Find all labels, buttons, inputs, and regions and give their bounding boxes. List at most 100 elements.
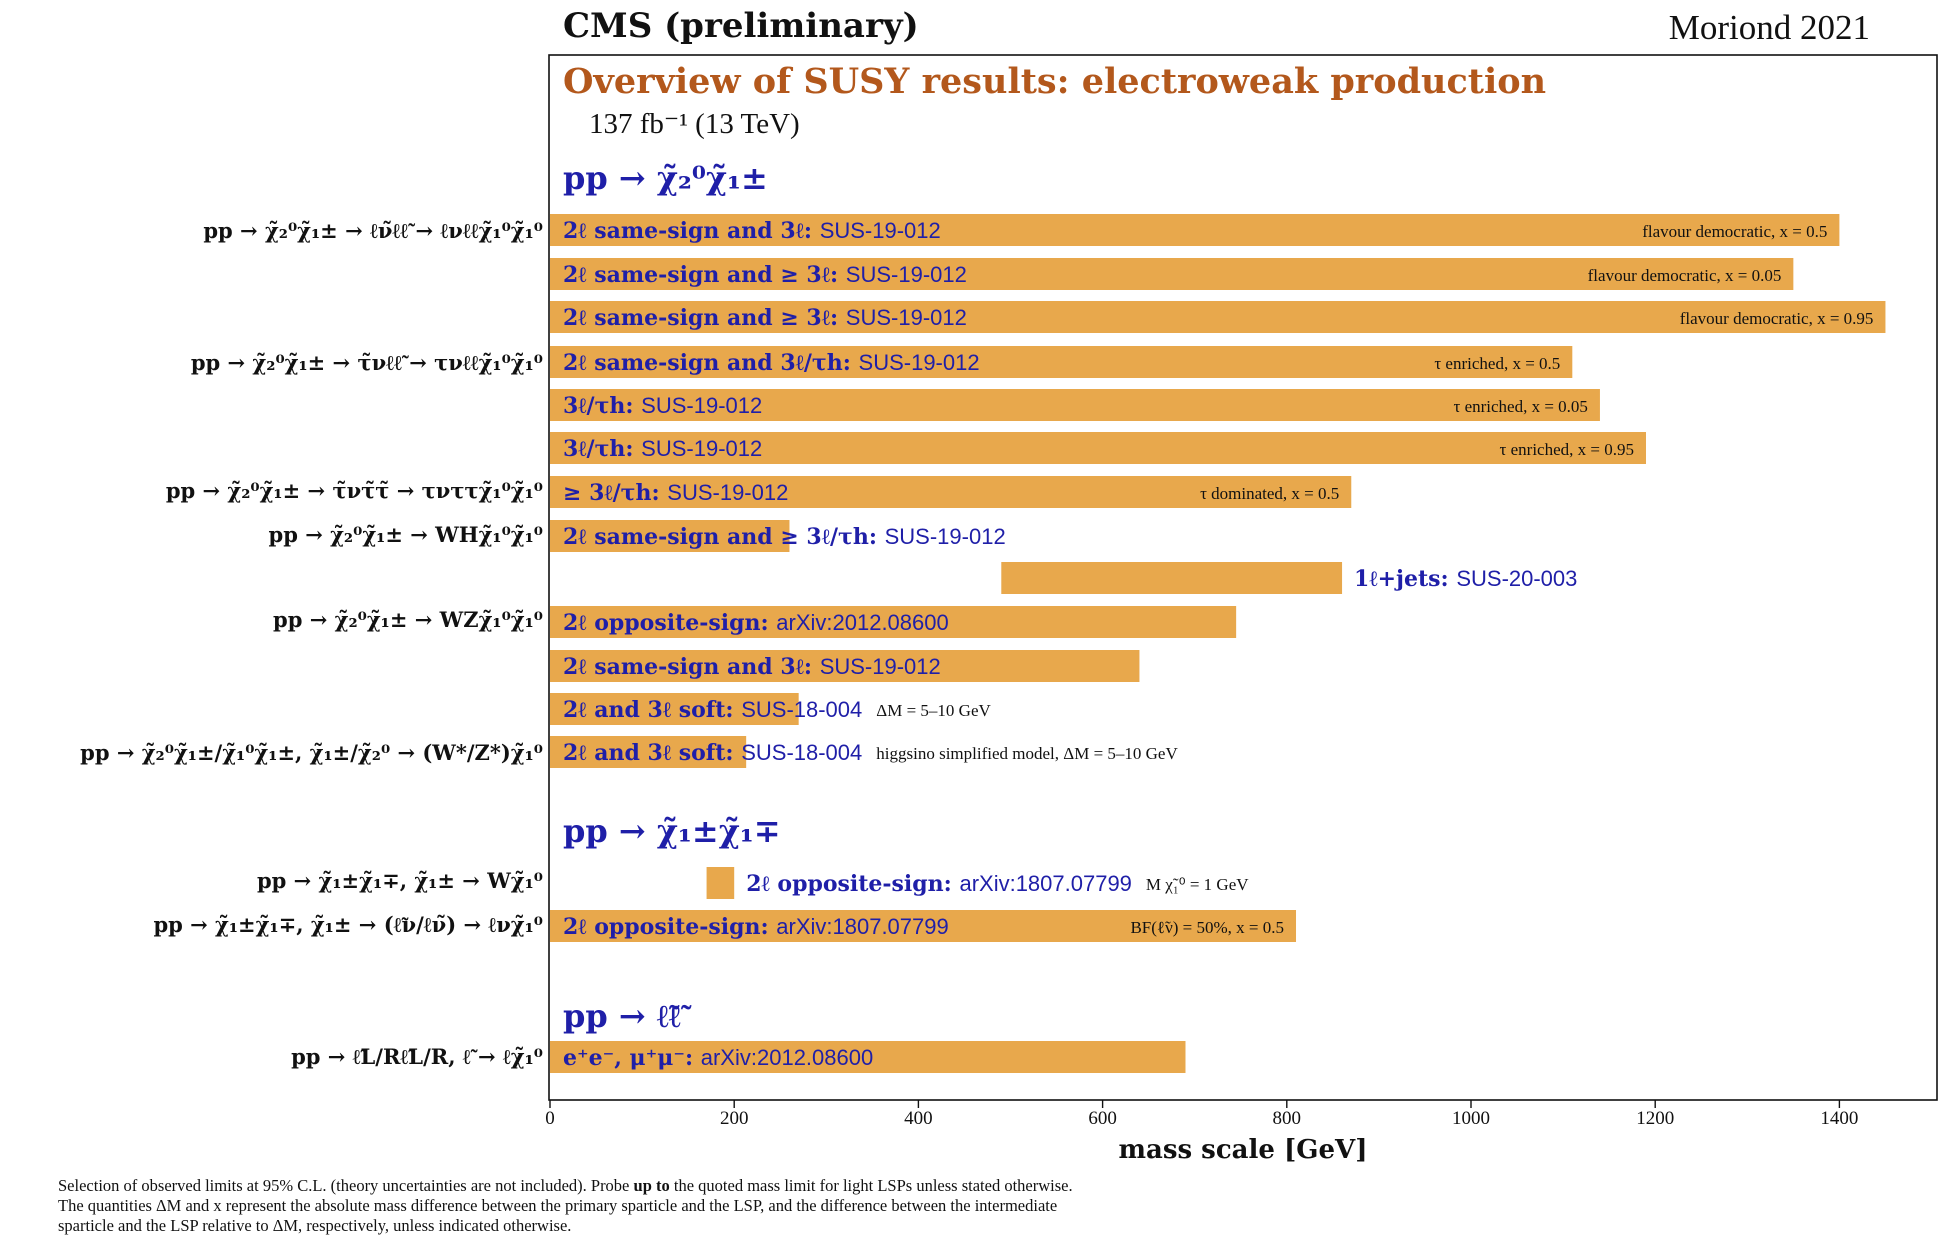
bar-label-analysis-id: SUS-19-012 <box>846 262 967 287</box>
limit-bar <box>550 910 1297 942</box>
bar-label-analysis-type: 2ℓ and 3ℓ soft: <box>563 740 741 766</box>
section-header: pp → ℓ̃ℓ̃ <box>563 997 692 1035</box>
x-tick-label: 0 <box>545 1108 555 1129</box>
limit-bar <box>550 301 1886 333</box>
bar-label: 2ℓ same-sign and ≥ 3ℓ/τh: SUS-19-012 <box>563 524 1006 550</box>
footnote: Selection of observed limits at 95% C.L.… <box>58 1176 1898 1236</box>
bar-label-analysis-id: SUS-19-012 <box>859 350 980 375</box>
process-label: pp → χ̃₂⁰χ̃₁± → τ̃νℓℓ̃ → τνℓℓχ̃₁⁰χ̃₁⁰ <box>191 350 543 375</box>
x-tick-label: 800 <box>1273 1108 1302 1129</box>
footnote-line-2: The quantities ΔM and x represent the ab… <box>58 1196 1058 1215</box>
process-label: pp → χ̃₂⁰χ̃₁± → ℓν̃ℓℓ̃ → ℓνℓℓχ̃₁⁰χ̃₁⁰ <box>203 218 543 243</box>
bar-label-analysis-id: SUS-19-012 <box>641 393 762 418</box>
bar-annotation: flavour democratic, x = 0.05 <box>1588 266 1782 285</box>
process-label: pp → ℓ̃L/Rℓ̃L/R, ℓ̃ → ℓχ̃₁⁰ <box>291 1044 543 1069</box>
limit-bar <box>550 693 799 725</box>
bars-layer: 2ℓ same-sign and 3ℓ: SUS-19-012 flavour d… <box>550 214 1886 1073</box>
bar-label-analysis-id: SUS-19-012 <box>667 480 788 505</box>
bar-label-analysis-type: e⁺e⁻, μ⁺μ⁻: <box>563 1045 701 1071</box>
limit-bar <box>706 867 735 899</box>
x-tick-label: 200 <box>720 1108 749 1129</box>
footnote-emphasis: up to <box>633 1176 670 1195</box>
bar-label-analysis-type: 2ℓ same-sign and ≥ 3ℓ/τh: <box>563 524 885 550</box>
bar-annotation: ΔM = 5–10 GeV <box>876 701 991 720</box>
process-label: pp → χ̃₂⁰χ̃₁±/χ̃₁⁰χ̃₁±, χ̃₁±/χ̃₂⁰ → (W*/… <box>80 740 543 765</box>
bar-label: 2ℓ opposite-sign: arXiv:1807.07799 <box>563 914 949 940</box>
bar-label-analysis-type: 2ℓ same-sign and 3ℓ: <box>563 654 820 680</box>
x-tick-label: 1400 <box>1820 1108 1858 1129</box>
limit-bar <box>550 389 1600 421</box>
limit-bar <box>550 258 1794 290</box>
bar-label-analysis-type: 2ℓ same-sign and ≥ 3ℓ: <box>563 262 846 288</box>
section-header: pp → χ̃₁±χ̃₁∓ <box>563 812 781 850</box>
bar-label-analysis-id: SUS-19-012 <box>846 305 967 330</box>
bar-label: 2ℓ opposite-sign: arXiv:1807.07799 <box>746 871 1132 897</box>
bar-annotation: τ enriched, x = 0.05 <box>1453 397 1587 416</box>
bar-annotation: BF(ℓ̃ν) = 50%, x = 0.5 <box>1130 918 1284 937</box>
bar-label-analysis-id: SUS-19-012 <box>885 524 1006 549</box>
bar-label-analysis-id: arXiv:2012.08600 <box>701 1045 873 1070</box>
bar-label-analysis-type: 3ℓ/τh: <box>563 393 641 419</box>
limit-bar <box>550 214 1840 246</box>
bar-label: 2ℓ opposite-sign: arXiv:2012.08600 <box>563 610 949 636</box>
bar-label-analysis-type: 1ℓ+jets: <box>1354 566 1456 592</box>
plot-frame <box>548 54 1938 1101</box>
bar-label-analysis-id: SUS-19-012 <box>820 218 941 243</box>
bar-annotation: τ dominated, x = 0.5 <box>1200 484 1339 503</box>
x-tick-label: 1200 <box>1636 1108 1674 1129</box>
limit-bar <box>550 736 747 768</box>
process-label: pp → χ̃₂⁰χ̃₁± → τ̃ντ̃τ̃ → τνττχ̃₁⁰χ̃₁⁰ <box>166 478 543 503</box>
bar-label: 2ℓ same-sign and 3ℓ: SUS-19-012 <box>563 218 941 244</box>
bar-annotation: M χ̃₁⁰ = 1 GeV <box>1146 875 1249 894</box>
bar-label: e⁺e⁻, μ⁺μ⁻: arXiv:2012.08600 <box>563 1045 873 1071</box>
chart-title: Overview of SUSY results: electroweak pr… <box>563 61 1546 102</box>
limit-bar <box>550 432 1646 464</box>
process-label: pp → χ̃₂⁰χ̃₁± → WZχ̃₁⁰χ̃₁⁰ <box>273 607 543 632</box>
bar-label-analysis-id: arXiv:1807.07799 <box>776 914 948 939</box>
chart-subtitle: 137 fb⁻¹ (13 TeV) <box>589 108 800 140</box>
footnote-text: Selection of observed limits at 95% C.L.… <box>58 1176 634 1195</box>
experiment-label: CMS (preliminary) <box>563 6 919 46</box>
bar-label-analysis-id: SUS-19-012 <box>641 436 762 461</box>
bar-annotation: τ enriched, x = 0.95 <box>1500 440 1634 459</box>
bar-label-analysis-type: 2ℓ opposite-sign: <box>563 610 776 636</box>
bar-label-analysis-type: 2ℓ opposite-sign: <box>746 871 959 897</box>
x-axis-label: mass scale [GeV] <box>1119 1135 1368 1165</box>
conference-label: Moriond 2021 <box>1669 8 1870 47</box>
bar-label-analysis-type: 2ℓ same-sign and ≥ 3ℓ: <box>563 305 846 331</box>
bar-label-analysis-type: 2ℓ same-sign and 3ℓ: <box>563 218 820 244</box>
bar-annotation: τ enriched, x = 0.5 <box>1434 354 1560 373</box>
x-tick-label: 400 <box>904 1108 933 1129</box>
bar-label-analysis-id: SUS-19-012 <box>820 654 941 679</box>
x-tick-label: 600 <box>1088 1108 1117 1129</box>
bar-label-analysis-id: arXiv:2012.08600 <box>776 610 948 635</box>
process-label: pp → χ̃₂⁰χ̃₁± → WHχ̃₁⁰χ̃₁⁰ <box>269 522 543 547</box>
bar-annotation: flavour democratic, x = 0.5 <box>1642 222 1827 241</box>
bar-label: 3ℓ/τh: SUS-19-012 <box>563 436 762 462</box>
bar-annotation: higgsino simplified model, ΔM = 5–10 GeV <box>876 744 1178 763</box>
bar-label: 2ℓ same-sign and 3ℓ/τh: SUS-19-012 <box>563 350 980 376</box>
bar-label: 1ℓ+jets: SUS-20-003 <box>1354 566 1577 592</box>
bar-label-analysis-type: 2ℓ same-sign and 3ℓ/τh: <box>563 350 859 376</box>
bar-label: 2ℓ same-sign and ≥ 3ℓ: SUS-19-012 <box>563 305 967 331</box>
limit-bar <box>550 606 1237 638</box>
limit-bar <box>550 476 1352 508</box>
process-label: pp → χ̃₁±χ̃₁∓, χ̃₁± → Wχ̃₁⁰ <box>257 868 543 893</box>
x-axis: 0 200 400 600 800 1000 1200 1400 <box>545 1100 1858 1129</box>
limit-bar <box>1001 562 1343 594</box>
bar-label-analysis-id: SUS-20-003 <box>1456 566 1577 591</box>
footnote-line-3: sparticle and the LSP relative to ΔM, re… <box>58 1216 572 1235</box>
bar-label-analysis-id: arXiv:1807.07799 <box>959 871 1131 896</box>
limit-bar <box>550 346 1573 378</box>
bar-label-analysis-id: SUS-18-004 <box>741 697 862 722</box>
bar-label-analysis-type: 2ℓ and 3ℓ soft: <box>563 697 741 723</box>
process-label: pp → χ̃₁±χ̃₁∓, χ̃₁± → (ℓ̃ν/ℓν̃) → ℓνχ̃₁⁰ <box>153 912 543 937</box>
bar-annotation: flavour democratic, x = 0.95 <box>1680 309 1874 328</box>
limit-bar <box>550 520 790 552</box>
bar-label: ≥ 3ℓ/τh: SUS-19-012 <box>563 480 788 506</box>
bar-label: 2ℓ and 3ℓ soft: SUS-18-004 <box>563 740 862 766</box>
bar-label: 2ℓ same-sign and ≥ 3ℓ: SUS-19-012 <box>563 262 967 288</box>
bar-label: 2ℓ and 3ℓ soft: SUS-18-004 <box>563 697 862 723</box>
bar-label: 3ℓ/τh: SUS-19-012 <box>563 393 762 419</box>
